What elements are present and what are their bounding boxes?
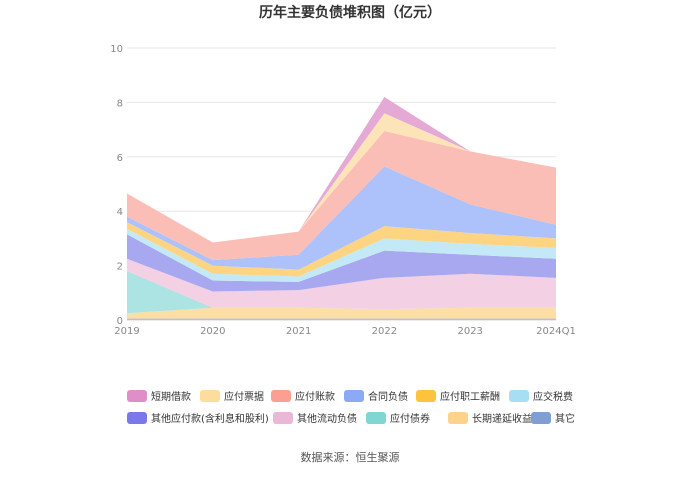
legend-label: 应付职工薪酬 [440, 390, 500, 403]
x-tick-label: 2022 [372, 326, 397, 337]
legend-swatch [200, 390, 220, 402]
area-series-4[interactable] [127, 234, 556, 292]
legend-label: 其他流动负债 [297, 412, 357, 425]
legend-swatch [344, 390, 364, 402]
legend-label: 应付票据 [224, 390, 264, 403]
legend-item[interactable]: 应付职工薪酬 [416, 390, 500, 403]
legend-label: 短期借款 [151, 390, 191, 403]
legend-label: 其它 [555, 412, 575, 425]
legend-item[interactable]: 其他应付款(含利息和股利) [127, 412, 269, 425]
legend-item[interactable]: 应付票据 [200, 390, 264, 403]
legend-swatch [509, 390, 529, 402]
x-tick-label: 2021 [286, 326, 311, 337]
legend-label: 应付债券 [390, 412, 430, 425]
series-areas [127, 96, 556, 320]
legend-swatch [531, 412, 551, 424]
legend-item[interactable]: 合同负债 [344, 390, 408, 403]
legend-swatch [127, 412, 147, 424]
x-tick-label: 2019 [114, 326, 139, 337]
legend-item[interactable]: 应交税费 [509, 390, 573, 403]
y-tick-label: 10 [110, 44, 123, 55]
area-series-2[interactable] [127, 271, 556, 314]
area-series-1[interactable] [127, 307, 556, 319]
legend-swatch [271, 390, 291, 402]
source-note: 数据来源：恒生聚源 [301, 450, 400, 464]
x-tick-label: 2023 [457, 326, 482, 337]
legend-swatch [416, 390, 436, 402]
legend-label: 长期递延收益 [472, 412, 532, 425]
y-tick-label: 0 [117, 316, 123, 327]
legend-item[interactable]: 其它 [531, 412, 575, 425]
axes: 0 2 4 6 8 10 2019 2020 2021 2022 2023 2024Q1 [110, 44, 576, 337]
legend-swatch [273, 412, 293, 424]
legend-swatch [448, 412, 468, 424]
legend-item[interactable]: 长期递延收益 [448, 412, 532, 425]
legend-item[interactable]: 应付债券 [366, 412, 430, 425]
x-tick-label: 2020 [200, 326, 225, 337]
x-tick-label: 2024Q1 [536, 326, 576, 337]
chart-title: 历年主要负债堆积图（亿元） [259, 4, 441, 21]
legend-label: 应付账款 [295, 390, 335, 403]
area-series-9[interactable] [127, 113, 556, 243]
area-series-6[interactable] [127, 222, 556, 277]
legend-label: 应交税费 [533, 390, 573, 403]
legend-label: 其他应付款(含利息和股利) [151, 412, 269, 425]
legend-item[interactable]: 其他流动负债 [273, 412, 357, 425]
y-tick-label: 2 [117, 262, 123, 273]
legend-label: 合同负债 [368, 390, 408, 403]
legend-item[interactable]: 应付账款 [271, 390, 335, 403]
area-series-7[interactable] [127, 166, 556, 270]
y-tick-label: 4 [117, 207, 123, 218]
y-tick-label: 8 [117, 98, 123, 109]
legend-swatch [127, 390, 147, 402]
legend-item[interactable]: 短期借款 [127, 390, 191, 403]
area-series-10[interactable] [127, 96, 556, 243]
area-series-8[interactable] [127, 130, 556, 261]
y-tick-label: 6 [117, 153, 123, 164]
legend-swatch [366, 412, 386, 424]
